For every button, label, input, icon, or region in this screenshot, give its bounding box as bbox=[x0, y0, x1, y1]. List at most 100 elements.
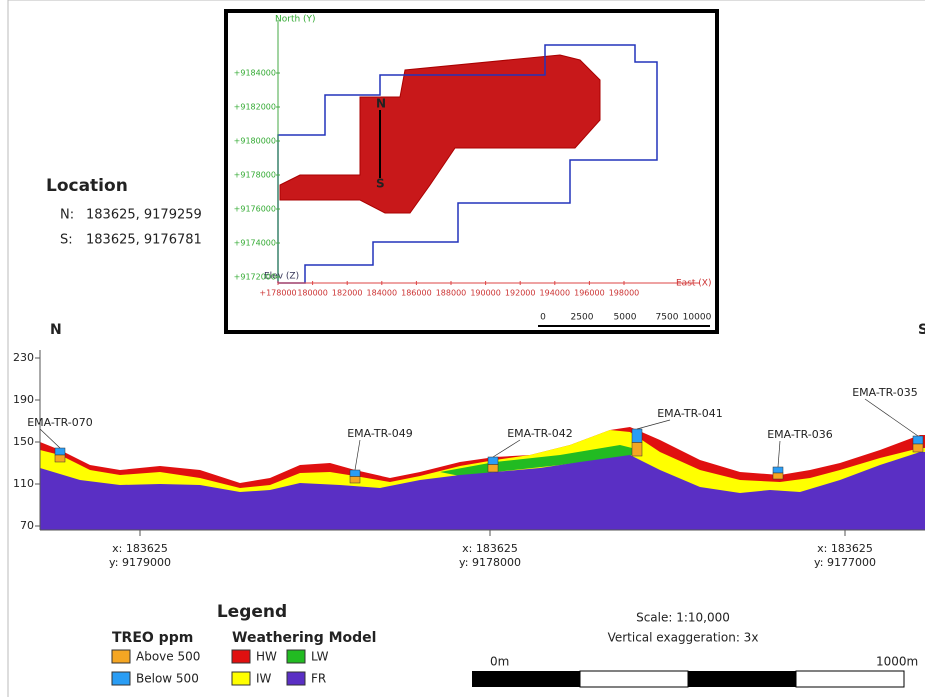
n-label: N: bbox=[60, 208, 74, 223]
coord-y: y: 9177000 bbox=[814, 556, 876, 569]
map-scale-label: 5000 bbox=[614, 313, 637, 323]
hole-below bbox=[912, 435, 924, 445]
hole-leader bbox=[354, 439, 361, 471]
hole-above bbox=[912, 443, 924, 453]
scale-segment bbox=[688, 671, 796, 687]
y-tick-label: 150 bbox=[13, 435, 34, 448]
legend-title: Legend bbox=[217, 602, 287, 622]
treo-title: TREO ppm bbox=[112, 630, 193, 646]
coord-y: y: 9178000 bbox=[459, 556, 521, 569]
map-scale-label: 7500 bbox=[656, 313, 679, 323]
hole-label: EMA-TR-035 bbox=[852, 386, 918, 399]
n-value: 183625, 9179259 bbox=[86, 208, 202, 223]
map-x-label: 180000 bbox=[297, 289, 328, 298]
hole-below bbox=[54, 447, 66, 456]
map-inset: North (Y) East (X) Elev (Z) N S +9184000… bbox=[224, 9, 719, 334]
map-x-label: 184000 bbox=[367, 289, 398, 298]
map-x-label: 192000 bbox=[505, 289, 536, 298]
scale-start: 0m bbox=[490, 655, 509, 669]
east-axis-label: East (X) bbox=[676, 279, 711, 289]
hole-above bbox=[54, 454, 66, 463]
north-axis-label: North (Y) bbox=[275, 15, 316, 25]
hole-label: EMA-TR-036 bbox=[767, 428, 833, 441]
map-x-label: 196000 bbox=[574, 289, 605, 298]
fr-label: FR bbox=[311, 672, 326, 686]
map-x-label: +178000 bbox=[259, 289, 296, 298]
tenement-outline bbox=[277, 44, 658, 284]
coord-y: y: 9179000 bbox=[109, 556, 171, 569]
hole-label: EMA-TR-041 bbox=[657, 407, 723, 420]
map-x-label: 198000 bbox=[609, 289, 640, 298]
map-s-marker: S bbox=[376, 177, 385, 191]
scale-segment bbox=[579, 670, 689, 688]
map-border bbox=[224, 9, 719, 334]
fr-swatch bbox=[286, 671, 306, 686]
map-x-label: 186000 bbox=[401, 289, 432, 298]
hole-below bbox=[631, 428, 643, 443]
coord-x: x: 183625 bbox=[462, 542, 518, 555]
geology bbox=[40, 427, 925, 530]
hole-above bbox=[349, 476, 361, 484]
map-y-label: +9184000 bbox=[234, 69, 276, 78]
y-tick-label: 190 bbox=[13, 393, 34, 406]
hole-leader bbox=[39, 428, 61, 449]
coord-x: x: 183625 bbox=[817, 542, 873, 555]
hole-above bbox=[772, 472, 784, 480]
y-tick-label: 110 bbox=[13, 477, 34, 490]
terrain bbox=[279, 54, 601, 214]
hole-leader bbox=[864, 398, 919, 437]
lw-swatch bbox=[286, 649, 306, 664]
section-north: N bbox=[50, 322, 62, 338]
map-n-marker: N bbox=[376, 97, 386, 111]
map-y-label: +9172000 bbox=[234, 273, 276, 282]
hole-label: EMA-TR-042 bbox=[507, 427, 573, 440]
s-value: 183625, 9176781 bbox=[86, 233, 202, 248]
hole-above bbox=[631, 442, 643, 457]
hw-label: HW bbox=[256, 650, 277, 664]
y-tick-label: 230 bbox=[13, 351, 34, 364]
scale-segment bbox=[472, 671, 580, 687]
map-y-label: +9176000 bbox=[234, 205, 276, 214]
map-y-label: +9182000 bbox=[234, 103, 276, 112]
y-tick-label: 70 bbox=[20, 519, 34, 532]
map-scale-label: 0 bbox=[540, 313, 546, 323]
map-x-label: 190000 bbox=[470, 289, 501, 298]
hole-below bbox=[349, 469, 361, 477]
map-y-label: +9180000 bbox=[234, 137, 276, 146]
map-y-label: +9178000 bbox=[234, 171, 276, 180]
hole-above bbox=[487, 464, 499, 473]
map-x-label: 182000 bbox=[332, 289, 363, 298]
map-x-label: 194000 bbox=[540, 289, 571, 298]
fr-layer bbox=[40, 452, 925, 530]
map-scale-label: 10000 bbox=[683, 313, 712, 323]
map-x-label: 188000 bbox=[436, 289, 467, 298]
below-swatch bbox=[111, 671, 131, 686]
vertical-exaggeration: Vertical exaggeration: 3x bbox=[608, 631, 759, 645]
scale-bar bbox=[472, 670, 905, 688]
hole-leader bbox=[777, 440, 781, 468]
hole-below bbox=[772, 466, 784, 474]
section-south: S bbox=[918, 322, 925, 338]
iw-swatch bbox=[231, 671, 251, 686]
hw-swatch bbox=[231, 649, 251, 664]
coord-x: x: 183625 bbox=[112, 542, 168, 555]
scale-segment bbox=[795, 670, 905, 688]
iw-label: IW bbox=[256, 672, 272, 686]
above-swatch bbox=[111, 649, 131, 664]
map-y-label: +9174000 bbox=[234, 239, 276, 248]
hole-leader bbox=[636, 419, 671, 430]
above-label: Above 500 bbox=[136, 650, 200, 664]
scale-end: 1000m bbox=[876, 655, 918, 669]
below-label: Below 500 bbox=[136, 672, 199, 686]
hole-label: EMA-TR-049 bbox=[347, 427, 413, 440]
map-scale-label: 2500 bbox=[571, 313, 594, 323]
lw-label: LW bbox=[311, 650, 329, 664]
hole-label: EMA-TR-070 bbox=[27, 416, 93, 429]
elev-axis-label: Elev (Z) bbox=[264, 272, 299, 282]
s-label: S: bbox=[60, 233, 73, 248]
scale-ratio: Scale: 1:10,000 bbox=[636, 611, 730, 625]
hole-leader bbox=[492, 439, 521, 458]
hole-below bbox=[487, 456, 499, 465]
weathering-title: Weathering Model bbox=[232, 630, 376, 646]
